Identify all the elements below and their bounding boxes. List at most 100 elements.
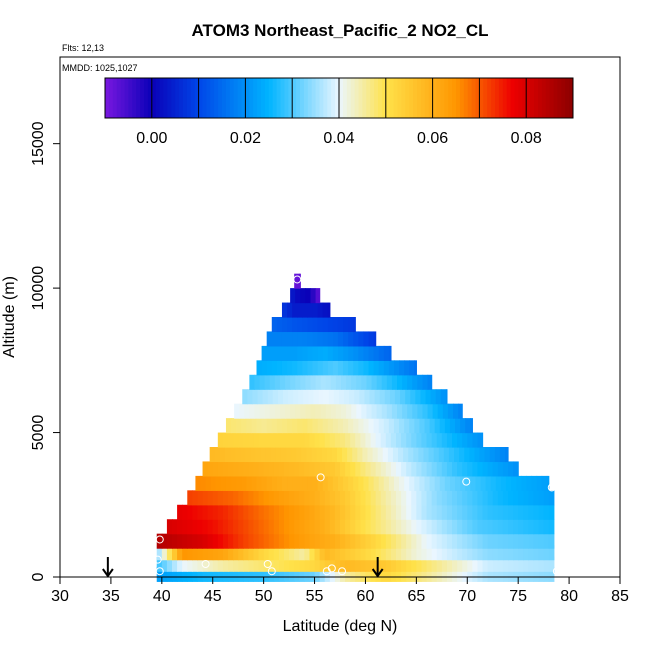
- heatmap-cell: [258, 432, 265, 448]
- heatmap-cell: [497, 533, 504, 549]
- heatmap-cell: [281, 360, 288, 376]
- heatmap-cell: [276, 331, 283, 347]
- heatmap-cell: [319, 504, 326, 520]
- heatmap-cell: [329, 490, 336, 506]
- heatmap-cell: [419, 418, 426, 434]
- heatmap-cell: [257, 389, 264, 405]
- heatmap-cells: [156, 273, 555, 582]
- heatmap-cell: [192, 490, 199, 506]
- heatmap-cell: [304, 461, 311, 477]
- heatmap-cell: [431, 519, 438, 535]
- heatmap-cell: [161, 545, 168, 561]
- heatmap-cell: [441, 533, 448, 549]
- heatmap-cell: [482, 566, 489, 582]
- heatmap-cell: [429, 418, 436, 434]
- heatmap-cell: [365, 533, 372, 549]
- heatmap-cell: [543, 566, 550, 582]
- colorbar-segment: [292, 78, 297, 118]
- colorbar-segment: [374, 78, 379, 118]
- heatmap-cell: [397, 374, 403, 390]
- colorbar-segment: [530, 78, 535, 118]
- colorbar-segment: [479, 78, 484, 118]
- heatmap-cell: [412, 403, 418, 419]
- heatmap-cell: [212, 556, 219, 572]
- heatmap-cell: [324, 556, 331, 572]
- heatmap-cell: [457, 504, 463, 520]
- heatmap-cell: [217, 519, 224, 535]
- heatmap-cell: [505, 475, 512, 491]
- heatmap-cell: [287, 331, 293, 347]
- heatmap-cell: [177, 519, 183, 535]
- y-tick-label: 10000: [30, 266, 47, 311]
- heatmap-cell: [391, 403, 398, 419]
- heatmap-cell: [289, 461, 295, 477]
- heatmap-cell: [212, 490, 219, 506]
- heatmap-cell: [217, 490, 224, 506]
- heatmap-cell: [271, 360, 278, 376]
- heatmap-cell: [253, 461, 260, 477]
- heatmap-cell: [233, 566, 239, 582]
- heatmap-cell: [329, 461, 336, 477]
- heatmap-cell: [393, 360, 400, 376]
- heatmap-cell: [271, 331, 278, 347]
- heatmap-cell: [422, 403, 429, 419]
- heatmap-cell: [350, 519, 356, 535]
- heatmap-cell: [231, 475, 237, 491]
- heatmap-cell: [441, 504, 448, 520]
- sample-point: [547, 483, 556, 492]
- heatmap-cell: [273, 504, 280, 520]
- heatmap-cell: [200, 475, 207, 491]
- heatmap-cell: [452, 519, 458, 535]
- heatmap-cell: [378, 475, 385, 491]
- heatmap-cell: [421, 545, 428, 561]
- heatmap-cell: [197, 490, 204, 506]
- heatmap-cell: [416, 533, 423, 549]
- heatmap-cell: [459, 447, 465, 463]
- chart-title: ATOM3 Northeast_Pacific_2 NO2_CL: [192, 21, 489, 40]
- heatmap-cell: [421, 461, 428, 477]
- colorbar-tick-label: 0.02: [230, 130, 261, 147]
- heatmap-cell: [253, 432, 260, 448]
- heatmap-cell: [294, 432, 300, 448]
- heatmap-cell: [426, 504, 433, 520]
- heatmap-cell: [502, 490, 509, 506]
- heatmap-cell: [383, 418, 390, 434]
- heatmap-cell: [472, 432, 479, 448]
- heatmap-cell: [319, 490, 326, 506]
- heatmap-cell: [284, 432, 290, 448]
- heatmap-cell: [388, 418, 395, 434]
- heatmap-cell: [446, 504, 453, 520]
- heatmap-cell: [375, 533, 382, 549]
- heatmap-cell: [425, 389, 432, 405]
- heatmap-cell: [472, 504, 479, 520]
- heatmap-cell: [431, 490, 438, 506]
- heatmap-cell: [371, 374, 378, 390]
- heatmap-cell: [350, 556, 356, 572]
- heatmap-cell: [416, 545, 423, 561]
- heatmap-cell: [348, 418, 354, 434]
- colorbar-segment: [140, 78, 145, 118]
- heatmap-cell: [299, 519, 305, 535]
- heatmap-cell: [497, 504, 504, 520]
- colorbar-segment: [276, 78, 281, 118]
- heatmap-cell: [172, 566, 178, 582]
- colorbar-segment: [518, 78, 523, 118]
- sample-point: [263, 560, 272, 568]
- heatmap-cell: [426, 432, 433, 448]
- heatmap-cell: [528, 519, 535, 535]
- heatmap-cell: [508, 533, 514, 549]
- colorbar-segment: [105, 78, 110, 118]
- heatmap-cell: [508, 556, 514, 572]
- heatmap-cell: [302, 418, 309, 434]
- heatmap-cell: [455, 475, 461, 491]
- heatmap-cell: [353, 317, 356, 333]
- colorbar-segment: [116, 78, 122, 118]
- heatmap-cell: [396, 556, 402, 572]
- heatmap-cell: [322, 418, 329, 434]
- heatmap-cell: [260, 447, 267, 463]
- heatmap-cell: [477, 490, 484, 506]
- heatmap-cell: [322, 475, 329, 491]
- heatmap-cell: [390, 566, 397, 582]
- y-tick-label: 15000: [30, 121, 47, 166]
- heatmap-cell: [427, 403, 434, 419]
